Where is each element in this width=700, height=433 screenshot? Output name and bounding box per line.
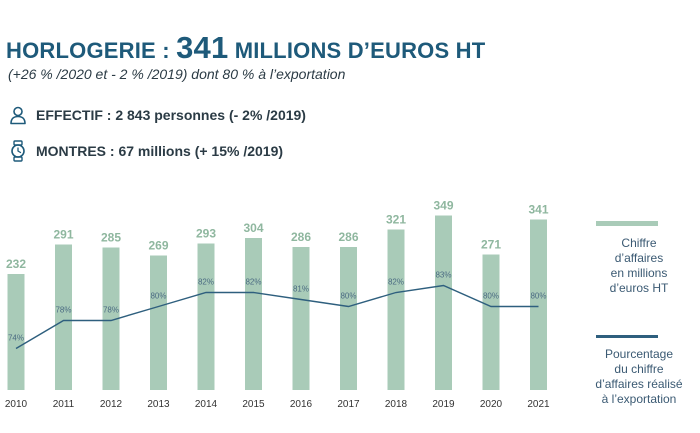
legend-label-revenue: Chiffre d’affaires en millions d’euros H… (609, 236, 669, 295)
page-title: HORLOGERIE : 341 MILLIONS D’EUROS HT (6, 30, 485, 66)
bar-2012 (102, 247, 120, 390)
export-share-line (15, 284, 539, 350)
legend-swatch-bar (596, 221, 658, 226)
line-value-label-2011: 78% (55, 306, 71, 315)
x-tick-label-2019: 2019 (432, 399, 455, 410)
line-value-label-2020: 80% (483, 292, 499, 301)
effectif-label: EFFECTIF : 2 843 personnes (- 2% /2019) (36, 107, 306, 123)
bar-value-label-2010: 232 (6, 257, 26, 271)
bar-2016 (292, 247, 310, 390)
title-suffix: MILLIONS D’EUROS HT (228, 38, 486, 63)
bar-2010 (7, 274, 25, 390)
bar-2011 (55, 244, 72, 390)
title-value: 341 (176, 30, 229, 65)
revenue-export-chart: 232 2010 291 2011 285 2012 269 2013 293 2014 304 20… (5, 199, 550, 411)
bar-2013 (150, 255, 167, 390)
bar-value-label-2015: 304 (243, 221, 263, 235)
bar-2019 (435, 215, 452, 390)
x-tick-label-2015: 2015 (242, 399, 265, 410)
bar-value-label-2021: 341 (528, 203, 548, 217)
bar-2020 (482, 254, 500, 390)
line-value-label-2010: 74% (8, 334, 24, 343)
line-value-label-2012: 78% (103, 306, 119, 315)
line-value-label-2021: 80% (530, 292, 546, 301)
watch-icon (8, 140, 28, 162)
x-tick-label-2017: 2017 (337, 399, 360, 410)
bar-value-label-2014: 293 (196, 227, 216, 241)
bar-2015 (245, 238, 262, 390)
person-icon (8, 105, 28, 125)
title-prefix: HORLOGERIE : (6, 38, 177, 63)
montres-row: MONTRES : 67 millions (+ 15% /2019) (8, 140, 283, 162)
line-value-label-2015: 82% (245, 278, 261, 287)
line-value-label-2016: 81% (293, 285, 309, 294)
x-tick-label-2012: 2012 (100, 399, 123, 410)
line-value-label-2018: 82% (388, 278, 404, 287)
bar-value-label-2018: 321 (386, 213, 406, 227)
bar-2018 (387, 229, 405, 390)
x-tick-label-2020: 2020 (480, 399, 503, 410)
bar-2017 (340, 247, 357, 390)
x-tick-label-2010: 2010 (5, 399, 28, 410)
effectif-row: EFFECTIF : 2 843 personnes (- 2% /2019) (8, 104, 306, 126)
bar-2014 (197, 243, 215, 390)
x-tick-label-2016: 2016 (290, 399, 313, 410)
bar-value-label-2012: 285 (101, 231, 121, 245)
x-tick-label-2021: 2021 (527, 399, 550, 410)
line-value-label-2014: 82% (198, 278, 214, 287)
line-value-label-2017: 80% (340, 292, 356, 301)
bar-value-label-2016: 286 (291, 230, 311, 244)
bar-value-label-2011: 291 (53, 228, 73, 242)
montres-label: MONTRES : 67 millions (+ 15% /2019) (36, 143, 284, 159)
x-tick-label-2014: 2014 (195, 399, 218, 410)
bar-value-label-2017: 286 (338, 230, 358, 244)
legend-label-export: Pourcentage du chiffre d’affaires réalis… (595, 347, 683, 406)
page-subtitle: (+26 % /2020 et - 2 % /2019) dont 80 % à… (8, 66, 346, 82)
bar-value-label-2019: 349 (433, 199, 453, 213)
bar-value-label-2013: 269 (148, 239, 168, 253)
line-value-label-2019: 83% (435, 271, 451, 280)
bar-value-label-2020: 271 (481, 238, 501, 252)
x-tick-label-2013: 2013 (147, 399, 170, 410)
bar-2021 (530, 219, 547, 390)
x-tick-label-2018: 2018 (385, 399, 408, 410)
legend-swatch-line (596, 335, 658, 338)
line-value-label-2013: 80% (150, 292, 166, 301)
x-tick-label-2011: 2011 (53, 399, 75, 410)
